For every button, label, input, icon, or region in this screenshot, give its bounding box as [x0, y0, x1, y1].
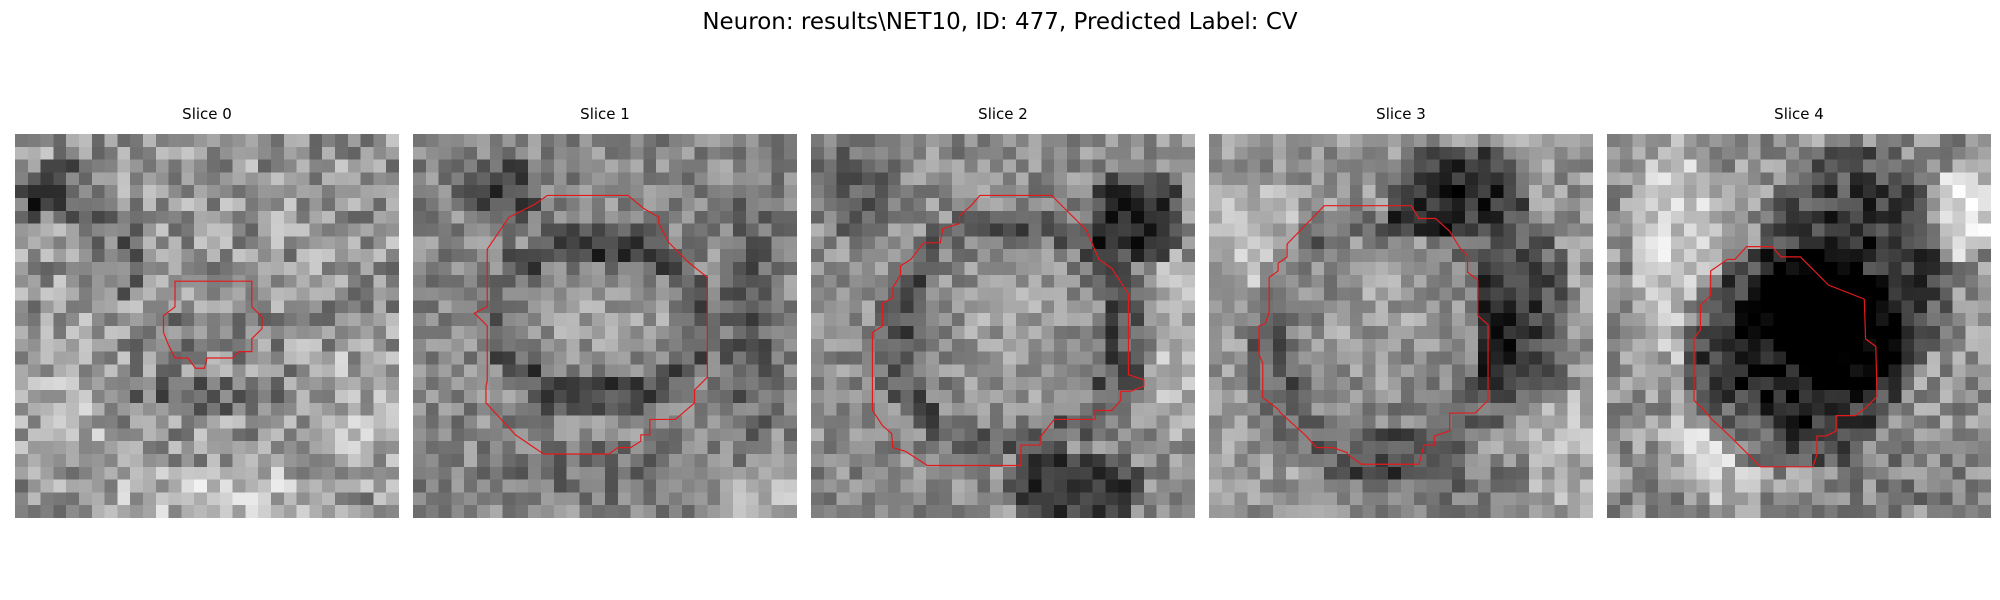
slice-title: Slice 4	[1774, 105, 1824, 123]
slice-image	[15, 134, 399, 518]
slice-title: Slice 0	[182, 105, 232, 123]
segmentation-contour	[811, 134, 1195, 518]
segmentation-contour	[15, 134, 399, 518]
slice-image	[811, 134, 1195, 518]
figure-title: Neuron: results\NET10, ID: 477, Predicte…	[702, 9, 1298, 35]
slice-image	[1607, 134, 1991, 518]
slice-title: Slice 3	[1376, 105, 1426, 123]
segmentation-contour	[1607, 134, 1991, 518]
segmentation-contour	[1209, 134, 1593, 518]
slice-title: Slice 2	[978, 105, 1028, 123]
slice-title: Slice 1	[580, 105, 630, 123]
segmentation-contour	[413, 134, 797, 518]
slice-image	[1209, 134, 1593, 518]
